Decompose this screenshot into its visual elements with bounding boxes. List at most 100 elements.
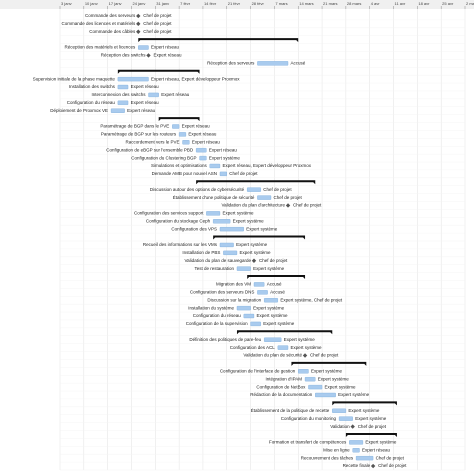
task-name: Configuration du réseau xyxy=(193,313,242,318)
task-name: Interconnexion des switchs xyxy=(91,92,146,97)
task-bar xyxy=(117,84,129,90)
task-resource: Expert système xyxy=(311,368,343,373)
task-bar xyxy=(172,124,180,129)
x-tick-label: 28 mars xyxy=(347,1,361,6)
task-resource: Chef de projet xyxy=(378,463,407,468)
task-resource: Expert système xyxy=(348,408,380,413)
milestone xyxy=(136,13,141,19)
task-resource: Expert réseau xyxy=(192,139,221,144)
task-resource: Expert réseau xyxy=(153,53,182,58)
task-resource: Expert système xyxy=(291,345,323,350)
task-name: Migration des VM xyxy=(216,282,251,287)
task-resource: Expert réseau, Expert développeur Proxmo… xyxy=(151,76,240,81)
task-bar xyxy=(257,195,272,200)
task-resource: Chef de projet xyxy=(310,353,339,358)
summary-bar xyxy=(138,38,299,43)
task-bar xyxy=(236,266,251,271)
task-name: Test de restauration xyxy=(194,266,234,271)
task-resource: Expert réseau xyxy=(161,92,190,97)
task-bar xyxy=(209,163,221,169)
task-resource: Chef de projet xyxy=(263,187,292,192)
task-name: Validation du plan d'architecture xyxy=(221,203,285,208)
x-tick-label: 24 janv xyxy=(132,1,145,6)
summary-bar xyxy=(247,275,306,280)
task-name: Raccordement vers le PVE xyxy=(125,139,179,144)
milestone xyxy=(136,29,141,34)
summary-bar xyxy=(196,180,316,185)
task-bar xyxy=(138,45,149,50)
task-resource: Expert réseau xyxy=(188,132,217,137)
milestone xyxy=(285,203,291,208)
task-resource: Chef de projet xyxy=(274,195,303,200)
task-name: Formation et transfert de compétences xyxy=(269,440,347,445)
task-name: Configuration du monitoring xyxy=(281,416,337,421)
x-tick-label: 7 mars xyxy=(275,1,287,6)
task-name: Discussion autour des options de cybersé… xyxy=(150,187,245,192)
task-bar xyxy=(250,321,261,327)
x-tick-label: 10 janv xyxy=(85,1,98,6)
task-name: Mise en ligne xyxy=(323,447,350,452)
x-tick-label: 28 févr xyxy=(252,1,265,6)
task-resource: Expert système, Chef de projet xyxy=(280,297,343,302)
task-name: Commande des câbles xyxy=(89,29,136,34)
x-tick-label: 31 janv xyxy=(156,1,169,6)
task-bar xyxy=(308,384,323,390)
task-resource: Chef de projet xyxy=(376,455,405,460)
task-name: Configuration des VPS xyxy=(171,226,217,231)
task-name: Demande AMB pour nouvel ASN xyxy=(152,171,217,176)
milestone xyxy=(370,463,376,469)
task-name: Validation du plan de sécurité xyxy=(243,353,302,358)
milestone xyxy=(146,53,151,58)
task-bar xyxy=(213,219,231,224)
task-resource: Chef de projet xyxy=(143,13,172,18)
task-name: Rédaction de la documentation xyxy=(250,392,313,397)
task-name: Simulations et optimisations xyxy=(151,163,208,168)
summary-bar xyxy=(158,117,200,122)
task-name: Supervision initiale de la phase maquett… xyxy=(33,76,116,81)
task-name: Configuration du Clustering BGP xyxy=(131,155,196,160)
summary-bar xyxy=(332,401,397,406)
task-resource: Expert réseau xyxy=(151,45,180,50)
task-bar xyxy=(352,448,360,453)
task-bar xyxy=(247,187,261,192)
task-resource: Accusé xyxy=(270,290,285,295)
task-resource: Chef de projet xyxy=(143,21,172,26)
task-bar xyxy=(178,132,187,137)
task-resource: Expert système xyxy=(253,266,285,271)
task-bar xyxy=(223,250,238,255)
task-bar xyxy=(257,290,268,295)
task-name: Recette finale xyxy=(343,463,371,468)
task-resource: Expert réseau xyxy=(127,108,156,113)
task-bar xyxy=(257,61,289,66)
task-name: Commande des licences et matériels xyxy=(61,21,136,26)
task-bar xyxy=(315,392,336,398)
task-name: Établissement d'une politique de sécurit… xyxy=(173,194,255,200)
task-name: Installation du système xyxy=(188,305,234,310)
task-name: Réception des serveurs xyxy=(207,61,255,66)
x-tick-label: 21 févr xyxy=(228,1,241,6)
x-tick-label: 2 mai xyxy=(466,1,474,6)
task-bar xyxy=(332,408,347,413)
summary-bar xyxy=(291,361,367,366)
task-resource: Expert système xyxy=(318,376,350,381)
task-name: Configuration de l'interface de gestion xyxy=(220,368,296,373)
x-tick-label: 25 avr xyxy=(442,1,454,6)
task-name: Réception des matériels et licences xyxy=(64,45,136,50)
task-name: Configuration des ACL xyxy=(230,345,276,350)
task-name: Configuration de NetBox xyxy=(256,384,306,389)
task-resource: Chef de projet xyxy=(143,29,172,34)
task-resource: Expert système xyxy=(222,211,254,216)
task-bar xyxy=(264,337,282,342)
task-name: Validation xyxy=(330,424,350,429)
task-resource: Expert système xyxy=(239,250,271,255)
task-bar xyxy=(236,305,251,311)
task-name: Commande des serveurs xyxy=(85,13,136,18)
task-resource: Chef de projet xyxy=(293,203,322,208)
task-name: Configuration des serveurs DNS xyxy=(190,290,255,295)
task-name: Installation de PBS xyxy=(182,250,220,255)
x-tick-label: 17 janv xyxy=(109,1,122,6)
task-resource: Expert réseau xyxy=(131,100,160,105)
task-name: Établissement de la politique de recette xyxy=(251,407,330,413)
task-resource: Expert système xyxy=(246,226,278,231)
